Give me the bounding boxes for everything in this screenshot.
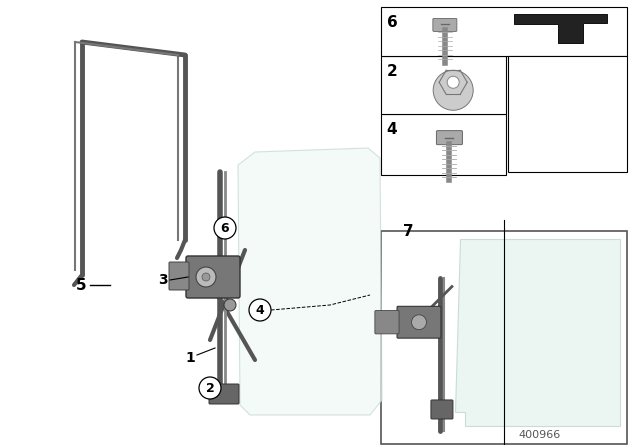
Text: 6: 6 [221,221,229,234]
Circle shape [199,377,221,399]
Circle shape [202,273,210,281]
FancyBboxPatch shape [375,310,399,334]
Text: 4: 4 [255,303,264,316]
FancyBboxPatch shape [169,262,189,290]
Circle shape [412,315,426,330]
FancyBboxPatch shape [433,18,457,31]
Circle shape [224,299,236,311]
Bar [381,114,506,175]
FancyBboxPatch shape [431,400,453,419]
Circle shape [214,217,236,239]
Bar [381,56,506,114]
Text: 2: 2 [387,64,397,79]
Bar [381,231,627,444]
Circle shape [196,267,216,287]
Text: 4: 4 [387,122,397,137]
Circle shape [447,76,459,88]
FancyBboxPatch shape [436,131,463,145]
Polygon shape [514,14,607,43]
Circle shape [433,70,473,110]
Text: 3: 3 [158,273,168,287]
Text: 400966: 400966 [519,430,561,440]
Polygon shape [454,239,620,426]
FancyBboxPatch shape [397,306,441,338]
Text: 2: 2 [205,382,214,395]
Text: 6: 6 [387,15,397,30]
Bar [381,7,627,56]
Circle shape [249,299,271,321]
Text: 5: 5 [76,277,86,293]
Text: 1: 1 [185,351,195,365]
Polygon shape [238,148,382,415]
FancyBboxPatch shape [209,384,239,404]
FancyBboxPatch shape [186,256,240,298]
Text: 7: 7 [403,224,413,238]
Bar [508,56,627,172]
